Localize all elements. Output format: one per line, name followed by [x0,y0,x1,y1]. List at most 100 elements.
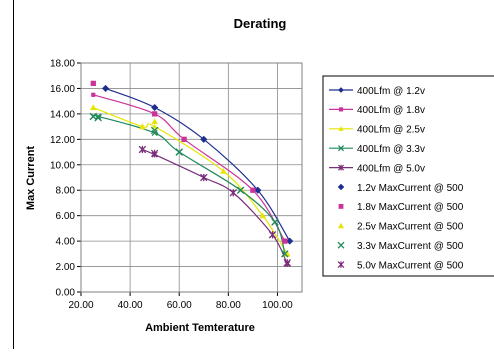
series-group [89,80,294,268]
data-point [138,145,147,154]
marker-stroke [281,250,289,258]
data-point [282,238,288,244]
data-point [139,123,146,130]
data-point [220,167,227,174]
legend-swatch-marker [338,87,344,93]
legend-item: 400Lfm @ 1.8v [329,105,425,116]
legend-item: 3.3v MaxCurrent @ 500 [337,241,464,252]
data-point [271,218,279,226]
marker-stroke [236,186,245,194]
data-point [281,250,289,258]
series-line [142,148,288,265]
x-tick-label: 100.00 [262,300,293,311]
legend-item: 1.8v MaxCurrent @ 500 [338,202,464,213]
legend-swatch-marker [338,204,344,209]
data-point [90,80,96,86]
data-point [150,126,159,135]
data-point [181,136,187,142]
data-point [151,118,158,125]
y-tick-label: 10.00 [50,160,75,171]
x-tick-label: 60.00 [167,300,192,311]
legend-item: 1.2v MaxCurrent @ 500 [337,183,464,194]
legend-label: 400Lfm @ 5.0v [357,163,425,174]
marker-stroke [151,129,158,137]
data-point [283,259,291,267]
legend-swatch-marker [337,183,345,191]
legend-swatch-marker [337,145,345,152]
data-point [89,104,97,111]
legend-item: 400Lfm @ 5.0v [329,163,425,174]
legend-label: 400Lfm @ 1.8v [357,105,425,116]
y-axis-label: Max Current [25,146,37,211]
data-point [152,124,158,129]
legend-swatch-marker [338,126,344,131]
data-point [200,135,208,143]
legend-swatch-marker [338,222,344,229]
plot-background [81,63,302,292]
x-tick-label: 80.00 [216,300,241,311]
legend-label: 400Lfm @ 2.5v [357,125,425,136]
data-point [236,186,245,194]
legend-item: 400Lfm @ 1.2v [329,86,425,97]
data-point [229,189,237,197]
data-point [152,111,158,117]
legend-swatch-marker [337,261,345,269]
y-tick-label: 14.00 [50,109,75,120]
data-point [95,113,102,120]
marker-stroke [95,113,102,120]
data-point [151,103,159,112]
legend-label: 400Lfm @ 3.3v [357,144,425,155]
legend-swatch-marker [338,107,344,112]
data-point [200,173,208,182]
marker-stroke [337,241,345,249]
series-8 [89,112,289,258]
marker-stroke [337,145,345,152]
legend-label: 2.5v MaxCurrent @ 500 [357,222,464,233]
data-point [250,187,256,193]
legend-swatch-marker [337,241,345,249]
legend-label: 1.2v MaxCurrent @ 500 [357,183,464,194]
y-tick-label: 4.00 [56,237,76,248]
legend-swatch-marker [337,164,345,171]
data-point [150,149,159,158]
marker-stroke [271,218,279,226]
plot-border [80,62,303,293]
legend-label: 5.0v MaxCurrent @ 500 [357,260,464,271]
data-point [254,186,262,194]
plot-area: 0.00 2.00 4.00 6.00 8.00 10.00 12.00 14.00 16.00… [50,59,303,311]
data-point [286,237,294,245]
data-point [101,84,110,93]
series-9 [138,145,291,267]
legend: 400Lfm @ 1.2v 400Lfm @ 1.8v 400Lfm @ 2.5v 4… [322,75,494,277]
series-5 [101,84,294,245]
y-tick-label: 12.00 [50,135,75,146]
y-tick-label: 16.00 [50,84,75,95]
y-tick-label: 6.00 [56,211,76,222]
data-point [94,113,102,122]
data-point [151,129,158,137]
legend-item: 2.5v MaxCurrent @ 500 [338,222,464,233]
marker-stroke [150,126,159,135]
data-point [259,212,267,219]
legend-label: 3.3v MaxCurrent @ 500 [357,241,464,252]
marker-stroke [94,113,102,122]
y-tick-label: 18.00 [50,59,75,70]
marker-stroke [175,148,183,156]
data-point [268,231,277,239]
y-tick-label: 8.00 [56,186,76,197]
data-point [175,148,183,156]
legend-item: 400Lfm @ 3.3v [329,144,425,155]
legend-item: 400Lfm @ 2.5v [329,125,425,136]
x-tick-label: 20.00 [68,300,93,311]
x-axis-label: Ambient Temterature [145,322,255,334]
y-tick-label: 2.00 [56,262,76,273]
x-tick-label: 40.00 [118,300,143,311]
legend-label: 1.8v MaxCurrent @ 500 [357,202,464,213]
series-6 [90,80,288,244]
y-tick-label: 0.00 [56,288,76,299]
legend-label: 400Lfm @ 1.2v [357,86,425,97]
legend-item: 5.0v MaxCurrent @ 500 [337,260,464,271]
chart-title: Derating [234,16,287,31]
